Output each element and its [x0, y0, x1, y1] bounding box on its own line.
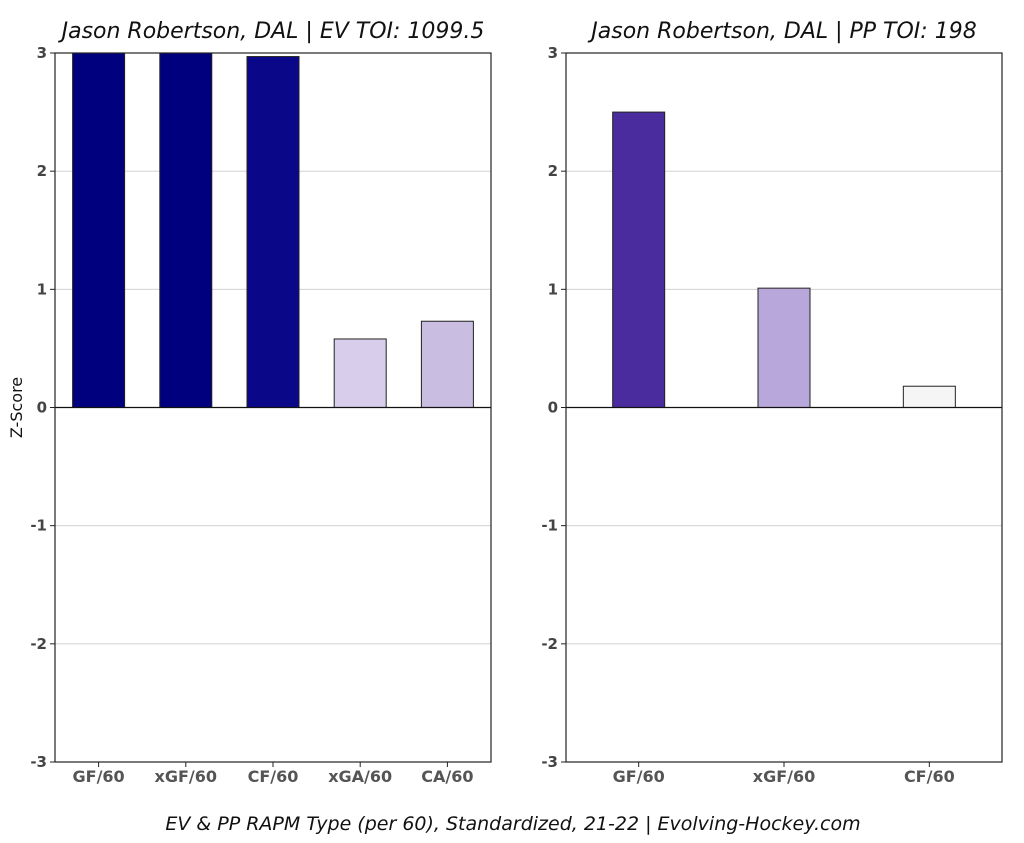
panel1-y-tick-label: 1: [37, 280, 47, 298]
panel1-bar-cf-60: [246, 56, 300, 408]
panel1-y-tick-label: -3: [30, 753, 47, 771]
panel1-x-tick-label: GF/60: [73, 767, 125, 786]
panel2-y-tick-label: -1: [541, 517, 558, 535]
panel1-title: Jason Robertson, DAL | EV TOI: 1099.5: [58, 19, 485, 44]
panel1-x-tick-label: CF/60: [248, 767, 299, 786]
panel2-bar-cf-60: [902, 385, 956, 409]
chart-caption: EV & PP RAPM Type (per 60), Standardized…: [165, 813, 860, 835]
panel2-y-tick-label: 1: [548, 280, 558, 298]
panel1-y-tick-label: -2: [30, 635, 47, 653]
panel1-x-tick-label: xGF/60: [155, 767, 218, 786]
panel2-bar-xgf-60: [757, 287, 811, 409]
panel2-x-tick-label: GF/60: [613, 767, 665, 786]
panel2-x-tick-label: xGF/60: [753, 767, 816, 786]
panel2-x-tick-label: CF/60: [904, 767, 955, 786]
panel1-y-tick-label: 2: [37, 162, 47, 180]
panel2-y-tick-label: 3: [548, 44, 558, 62]
panel1-y-tick-label: 0: [37, 399, 47, 417]
panel2-y-tick-label: 0: [548, 399, 558, 417]
panel1-bar-xga-60: [333, 338, 387, 409]
panel1-y-axis-label: Z-Score: [7, 377, 26, 438]
panel1-y-tick-label: 3: [37, 44, 47, 62]
panel1-bar-xgf-60: [159, 52, 213, 408]
panel2-y-tick-label: -2: [541, 635, 558, 653]
panel1-x-tick-label: CA/60: [421, 767, 473, 786]
panel2-y-tick-label: -3: [541, 753, 558, 771]
panel2-y-tick-label: 2: [548, 162, 558, 180]
panel1-bar-ca-60: [420, 320, 474, 409]
panel2-bar-gf-60: [612, 111, 666, 408]
panel2-title: Jason Robertson, DAL | PP TOI: 198: [587, 19, 976, 44]
panel1-bar-gf-60: [72, 52, 126, 408]
panel1-x-tick-label: xGA/60: [328, 767, 392, 786]
panel1-y-tick-label: -1: [30, 517, 47, 535]
